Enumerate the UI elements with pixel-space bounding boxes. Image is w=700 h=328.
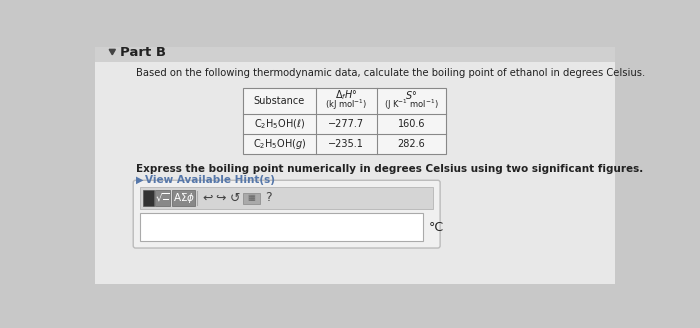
Text: (J K$^{-1}$ mol$^{-1}$): (J K$^{-1}$ mol$^{-1}$) — [384, 98, 439, 112]
FancyBboxPatch shape — [133, 180, 440, 248]
Bar — [155, 190, 170, 206]
Text: $\Delta_f H°$: $\Delta_f H°$ — [335, 88, 358, 102]
Bar — [242, 88, 447, 154]
Text: ?: ? — [265, 192, 272, 204]
Text: Part B: Part B — [120, 46, 166, 59]
Polygon shape — [109, 50, 116, 55]
Bar — [242, 193, 260, 204]
Bar — [140, 187, 433, 209]
Bar — [144, 190, 154, 206]
Text: ↪: ↪ — [216, 192, 226, 204]
Text: 160.6: 160.6 — [398, 119, 425, 129]
Bar — [95, 47, 615, 62]
Text: ▦: ▦ — [247, 194, 255, 202]
Text: C$_2$H$_5$OH($\ell$): C$_2$H$_5$OH($\ell$) — [253, 117, 305, 131]
Text: ↺: ↺ — [230, 192, 240, 204]
Text: 282.6: 282.6 — [398, 139, 426, 149]
Text: Express the boiling point numerically in degrees Celsius using two significant f: Express the boiling point numerically in… — [136, 164, 643, 174]
Text: °C: °C — [428, 221, 444, 234]
Text: $\sqrt{\overline{\,\,}}$: $\sqrt{\overline{\,\,}}$ — [155, 192, 170, 204]
Text: $S°$: $S°$ — [405, 89, 417, 101]
Text: View Available Hint(s): View Available Hint(s) — [145, 175, 275, 185]
Text: Based on the following thermodynamic data, calculate the boiling point of ethano: Based on the following thermodynamic dat… — [136, 68, 645, 78]
Text: A$\Sigma\phi$: A$\Sigma\phi$ — [172, 191, 195, 205]
Bar — [140, 214, 423, 241]
Text: −277.7: −277.7 — [328, 119, 365, 129]
Text: (kJ mol$^{-1}$): (kJ mol$^{-1}$) — [326, 98, 368, 112]
Text: ▶: ▶ — [136, 175, 143, 185]
Text: ↩: ↩ — [202, 192, 213, 204]
Text: −235.1: −235.1 — [328, 139, 364, 149]
Text: C$_2$H$_5$OH($g$): C$_2$H$_5$OH($g$) — [253, 137, 306, 151]
Bar — [172, 190, 195, 206]
Text: Substance: Substance — [253, 96, 305, 106]
